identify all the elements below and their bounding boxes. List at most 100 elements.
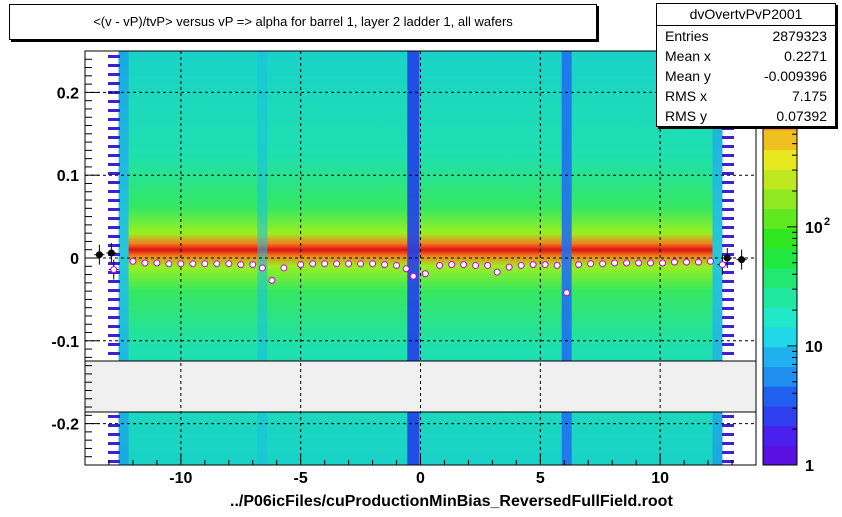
edge-tick xyxy=(722,136,734,139)
y-tick-label: 0.2 xyxy=(57,85,79,102)
edge-tick xyxy=(722,271,734,274)
colorbar-cell xyxy=(763,386,797,407)
stats-key: Mean y xyxy=(665,68,711,84)
profile-point xyxy=(623,259,631,267)
profile-point xyxy=(153,259,161,267)
edge-tick xyxy=(722,298,734,301)
edge-tick xyxy=(722,334,734,337)
profile-point xyxy=(493,268,501,276)
profile-point xyxy=(201,260,209,268)
profile-point xyxy=(309,260,317,268)
edge-tick xyxy=(722,316,734,319)
profile-point xyxy=(587,260,595,268)
edge-tick xyxy=(108,208,120,211)
edge-tick xyxy=(108,424,120,427)
edge-tick xyxy=(108,181,120,184)
edge-tick xyxy=(108,298,120,301)
stats-value: 0.07392 xyxy=(776,108,827,124)
edge-tick xyxy=(108,172,120,175)
profile-point xyxy=(436,261,444,269)
colorbar-cell xyxy=(763,228,797,249)
stats-row-entries: Entries 2879323 xyxy=(665,26,827,46)
edge-tick xyxy=(108,73,120,76)
stats-key: Entries xyxy=(665,28,709,44)
edge-tick xyxy=(722,235,734,238)
profile-point xyxy=(723,254,731,262)
blank-band xyxy=(84,360,757,413)
profile-point xyxy=(393,261,401,269)
edge-tick xyxy=(108,91,120,94)
colorbar-cell xyxy=(763,248,797,269)
edge-tick xyxy=(108,55,120,58)
profile-point xyxy=(280,264,288,272)
edge-tick xyxy=(722,424,734,427)
stats-name: dvOvertvPvP2001 xyxy=(657,5,835,26)
profile-point xyxy=(738,256,746,264)
edge-tick xyxy=(722,217,734,220)
grid-lines xyxy=(85,51,756,465)
edge-tick xyxy=(108,82,120,85)
profile-point xyxy=(611,259,619,267)
edge-tick xyxy=(108,190,120,193)
edge-tick xyxy=(108,307,120,310)
edge-tick xyxy=(722,262,734,265)
profile-point xyxy=(402,265,410,273)
stats-row-rms-y: RMS y 0.07392 xyxy=(665,106,827,126)
colorbar-label: 1 xyxy=(805,458,814,475)
edge-tick xyxy=(108,451,120,454)
stats-value: 0.2271 xyxy=(784,48,827,64)
profile-point xyxy=(529,261,537,269)
profile-point xyxy=(297,261,305,269)
edge-tick xyxy=(722,343,734,346)
edge-tick xyxy=(722,163,734,166)
profile-point xyxy=(249,261,257,269)
stats-row-mean-x: Mean x 0.2271 xyxy=(665,46,827,66)
profile-point xyxy=(718,261,726,269)
file-path-label: ../P06icFiles/cuProductionMinBias_Revers… xyxy=(230,493,673,510)
edge-tick xyxy=(722,415,734,418)
colorbar-cell xyxy=(763,445,797,466)
profile-point xyxy=(472,261,480,269)
x-tick-label: -5 xyxy=(294,470,308,487)
y-tick-label: 0 xyxy=(70,251,79,268)
profile-point xyxy=(213,260,221,268)
profile-point xyxy=(694,258,702,266)
edge-tick xyxy=(108,127,120,130)
stats-box: dvOvertvPvP2001 Entries 2879323 Mean x 0.2… xyxy=(656,3,836,127)
edge-tick xyxy=(722,433,734,436)
edge-tick xyxy=(108,145,120,148)
colorbar-cell xyxy=(763,208,797,229)
colorbar-cell xyxy=(763,327,797,348)
edge-tick xyxy=(108,118,120,121)
title-box: <(v - vP)/tvP> versus vP => alpha for ba… xyxy=(9,4,597,40)
profile-point xyxy=(647,259,655,267)
edge-tick xyxy=(108,280,120,283)
edge-tick xyxy=(108,460,120,463)
edge-tick xyxy=(108,316,120,319)
profile-point xyxy=(517,261,525,269)
edge-tick xyxy=(108,136,120,139)
profile-point xyxy=(563,289,571,297)
dead-strip xyxy=(257,51,268,465)
profile-point xyxy=(237,261,245,269)
edge-tick xyxy=(722,181,734,184)
profile-point xyxy=(321,260,329,268)
profile-point xyxy=(129,257,137,265)
edge-tick xyxy=(108,433,120,436)
profile-point xyxy=(177,260,185,268)
profile-point xyxy=(345,260,353,268)
edge-tick xyxy=(722,154,734,157)
edge-tick xyxy=(108,64,120,67)
profile-point xyxy=(189,260,197,268)
chart-title: <(v - vP)/tvP> versus vP => alpha for ba… xyxy=(93,14,513,29)
colorbar-cell xyxy=(763,287,797,308)
profile-point xyxy=(258,264,266,272)
colorbar-cell xyxy=(763,346,797,367)
edge-tick xyxy=(108,325,120,328)
colorbar-cell xyxy=(763,405,797,427)
edge-tick xyxy=(722,253,734,256)
profile-point xyxy=(107,249,115,257)
colorbar-cell xyxy=(763,366,797,387)
edge-tick xyxy=(108,199,120,202)
edge-tick xyxy=(722,460,734,463)
